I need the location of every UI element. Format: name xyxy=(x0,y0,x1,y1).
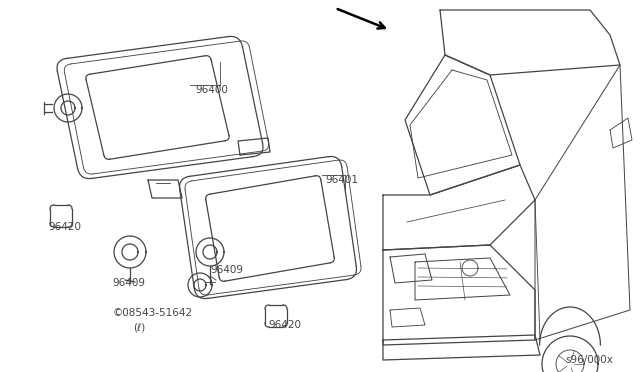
Text: ©08543-51642: ©08543-51642 xyxy=(113,308,193,318)
Text: 96400: 96400 xyxy=(195,85,228,95)
Text: 96420: 96420 xyxy=(268,320,301,330)
Text: s96/000x: s96/000x xyxy=(565,355,613,365)
Text: (ℓ): (ℓ) xyxy=(133,322,145,332)
Text: 96409: 96409 xyxy=(112,278,145,288)
Text: 96420: 96420 xyxy=(48,222,81,232)
Text: 96401: 96401 xyxy=(325,175,358,185)
Text: 96409: 96409 xyxy=(210,265,243,275)
